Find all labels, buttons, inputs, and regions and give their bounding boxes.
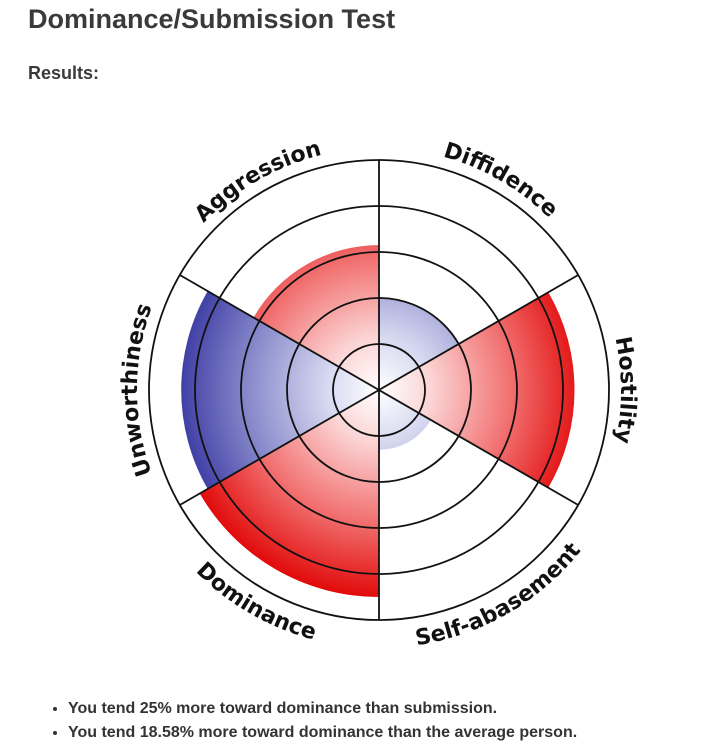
sector-dominance — [199, 390, 379, 597]
sector-label-self-abasement: Self-abasement — [413, 538, 586, 651]
sector-unworthiness — [181, 291, 379, 489]
grid-spoke — [179, 389, 380, 506]
sector-label-hostility: Hostility — [610, 335, 640, 446]
sector-label-unworthiness: Unworthiness — [118, 300, 158, 479]
grid-spoke — [378, 389, 579, 506]
sector-aggression — [253, 245, 379, 390]
polar-chart: Diffidence Hostility Self-abasement Dominan… — [118, 136, 640, 651]
results-list: You tend 25% more toward dominance than … — [48, 697, 577, 745]
page-title: Dominance/Submission Test — [28, 4, 396, 34]
result-item: You tend 18.58% more toward dominance th… — [68, 721, 577, 745]
grid-spoke — [378, 274, 579, 391]
result-item: You tend 25% more toward dominance than … — [68, 697, 577, 721]
grid-spoke — [179, 274, 380, 391]
results-label: Results: — [28, 63, 100, 83]
sector-label-diffidence: Diffidence — [441, 138, 563, 222]
sector-hostility — [379, 292, 575, 488]
sector-label-aggression: Aggression — [190, 136, 324, 227]
